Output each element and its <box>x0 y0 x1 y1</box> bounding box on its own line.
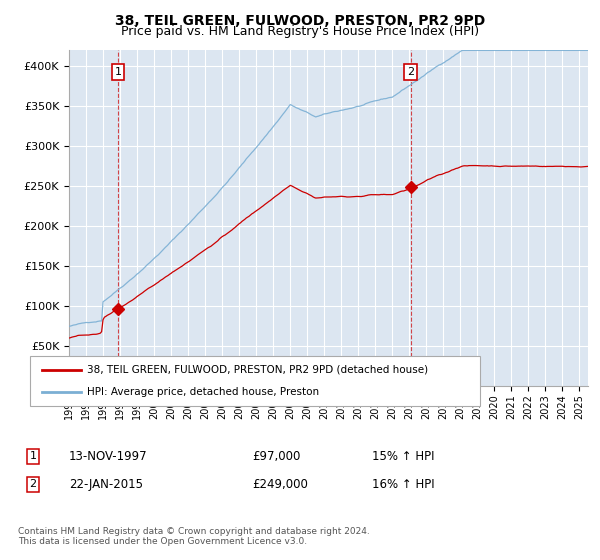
Text: 2: 2 <box>407 67 414 77</box>
Text: Contains HM Land Registry data © Crown copyright and database right 2024.
This d: Contains HM Land Registry data © Crown c… <box>18 526 370 546</box>
Text: HPI: Average price, detached house, Preston: HPI: Average price, detached house, Pres… <box>87 387 319 397</box>
Text: 15% ↑ HPI: 15% ↑ HPI <box>372 450 434 463</box>
Text: 22-JAN-2015: 22-JAN-2015 <box>69 478 143 491</box>
Text: 2: 2 <box>29 479 37 489</box>
Text: 1: 1 <box>115 67 121 77</box>
Text: £97,000: £97,000 <box>252 450 301 463</box>
Text: 16% ↑ HPI: 16% ↑ HPI <box>372 478 434 491</box>
Text: 38, TEIL GREEN, FULWOOD, PRESTON, PR2 9PD: 38, TEIL GREEN, FULWOOD, PRESTON, PR2 9P… <box>115 14 485 28</box>
Text: Price paid vs. HM Land Registry's House Price Index (HPI): Price paid vs. HM Land Registry's House … <box>121 25 479 38</box>
Text: £249,000: £249,000 <box>252 478 308 491</box>
Text: 38, TEIL GREEN, FULWOOD, PRESTON, PR2 9PD (detached house): 38, TEIL GREEN, FULWOOD, PRESTON, PR2 9P… <box>87 365 428 375</box>
Text: 1: 1 <box>29 451 37 461</box>
Text: 13-NOV-1997: 13-NOV-1997 <box>69 450 148 463</box>
